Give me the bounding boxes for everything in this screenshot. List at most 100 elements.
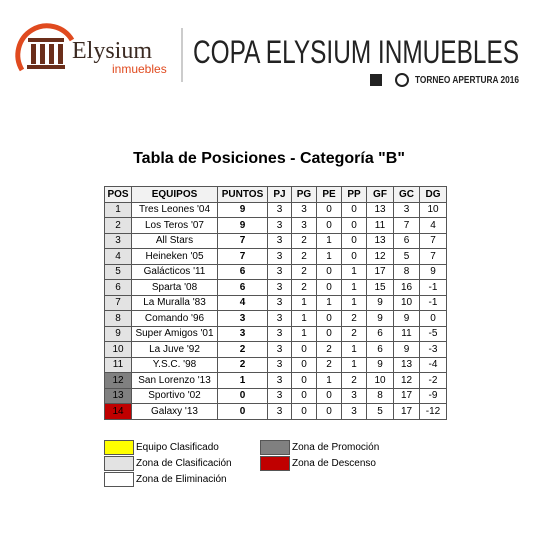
cell: 2 [341, 372, 367, 389]
team: La Muralla '83 [131, 294, 218, 311]
table-row: 14 Galaxy '13 0 3 0 0 3 5 17 -12 [104, 403, 447, 420]
cell: 3 [267, 232, 292, 249]
legend-swatch [104, 456, 134, 471]
position: 4 [104, 248, 132, 265]
cell: 1 [316, 232, 342, 249]
legend-item: Zona de Descenso [260, 456, 376, 471]
cell: 3 [267, 356, 292, 373]
cell: 2 [291, 279, 317, 296]
cup-title: COPA ELYSIUM INMUEBLES [193, 34, 519, 70]
cell: 0 [316, 387, 342, 404]
position: 2 [104, 217, 132, 234]
cell: -9 [419, 387, 447, 404]
table-row: 8 Comando '96 3 3 1 0 2 9 9 0 [104, 310, 447, 327]
table-row: 3 All Stars 7 3 2 1 0 13 6 7 [104, 232, 447, 249]
cell: 3 [341, 387, 367, 404]
table-row: 4 Heineken '05 7 3 2 1 0 12 5 7 [104, 248, 447, 265]
cell: 3 [267, 372, 292, 389]
table-row: 11 Y.S.C. '98 2 3 0 2 1 9 13 -4 [104, 356, 447, 373]
table-row: 7 La Muralla '83 4 3 1 1 1 9 10 -1 [104, 294, 447, 311]
cell: 0 [316, 310, 342, 327]
cell: 13 [366, 232, 394, 249]
header: Elysium inmuebles COPA ELYSIUM INMUEBLES… [15, 23, 519, 87]
table-row: 5 Galácticos '11 6 3 2 0 1 17 8 9 [104, 263, 447, 280]
cell: 0 [341, 217, 367, 234]
team: Tres Leones '04 [131, 201, 218, 218]
cell: 1 [341, 294, 367, 311]
cell: -1 [419, 279, 447, 296]
cell: 2 [291, 232, 317, 249]
cell: 1 [291, 294, 317, 311]
cell: 9 [217, 201, 268, 218]
cell: 0 [316, 217, 342, 234]
cell: 0 [316, 279, 342, 296]
cell: -3 [419, 341, 447, 358]
cell: 2 [341, 310, 367, 327]
cell: 1 [291, 325, 317, 342]
cell: 17 [366, 263, 394, 280]
cell: 1 [316, 294, 342, 311]
column-header: PUNTOS [217, 186, 268, 203]
cell: 2 [291, 263, 317, 280]
cell: 17 [393, 403, 420, 420]
table-row: 6 Sparta '08 6 3 2 0 1 15 16 -1 [104, 279, 447, 296]
team: Los Teros '07 [131, 217, 218, 234]
cell: 2 [341, 325, 367, 342]
position: 11 [104, 356, 132, 373]
position: 12 [104, 372, 132, 389]
cell: 1 [316, 372, 342, 389]
cell: 7 [419, 248, 447, 265]
cell: 8 [393, 263, 420, 280]
cell: 3 [267, 325, 292, 342]
cell: 0 [291, 372, 317, 389]
cell: 9 [217, 217, 268, 234]
table-title: Tabla de Posiciones - Categoría "B" [133, 150, 405, 167]
legend-item: Zona de Promoción [260, 440, 379, 455]
cell: 0 [419, 310, 447, 327]
position: 8 [104, 310, 132, 327]
position: 1 [104, 201, 132, 218]
legend-swatch [104, 472, 134, 487]
legend-label: Zona de Eliminación [136, 474, 227, 485]
cell: 3 [291, 201, 317, 218]
cell: 10 [366, 372, 394, 389]
cell: -5 [419, 325, 447, 342]
position: 10 [104, 341, 132, 358]
table-row: 1 Tres Leones '04 9 3 3 0 0 13 3 10 [104, 201, 447, 218]
cell: 3 [267, 279, 292, 296]
position: 7 [104, 294, 132, 311]
logo-icon [15, 23, 75, 72]
cell: 3 [267, 263, 292, 280]
cell: 16 [393, 279, 420, 296]
cell: 0 [316, 325, 342, 342]
cell: 5 [393, 248, 420, 265]
column-header: GF [366, 186, 394, 203]
cell: 3 [393, 201, 420, 218]
cell: 1 [316, 248, 342, 265]
cell: 3 [267, 310, 292, 327]
cell: 0 [217, 387, 268, 404]
cell: 9 [393, 341, 420, 358]
team: Galaxy '13 [131, 403, 218, 420]
team: La Juve '92 [131, 341, 218, 358]
cell: 0 [291, 341, 317, 358]
header-row: POS EQUIPOS PUNTOS PJ PG PE PP GF GC DG [104, 186, 447, 203]
cell: 6 [217, 263, 268, 280]
cell: 3 [267, 341, 292, 358]
team: Galácticos '11 [131, 263, 218, 280]
cell: 9 [366, 356, 394, 373]
table-row: 12 San Lorenzo '13 1 3 0 1 2 10 12 -2 [104, 372, 447, 389]
column-header: EQUIPOS [131, 186, 218, 203]
cell: 0 [316, 403, 342, 420]
team: Y.S.C. '98 [131, 356, 218, 373]
column-header: PG [291, 186, 317, 203]
team: Heineken '05 [131, 248, 218, 265]
cell: 6 [217, 279, 268, 296]
cell: 12 [393, 372, 420, 389]
cell: 0 [341, 248, 367, 265]
team: Sparta '08 [131, 279, 218, 296]
cell: 6 [366, 341, 394, 358]
cell: 7 [393, 217, 420, 234]
cell: 15 [366, 279, 394, 296]
cell: 13 [393, 356, 420, 373]
